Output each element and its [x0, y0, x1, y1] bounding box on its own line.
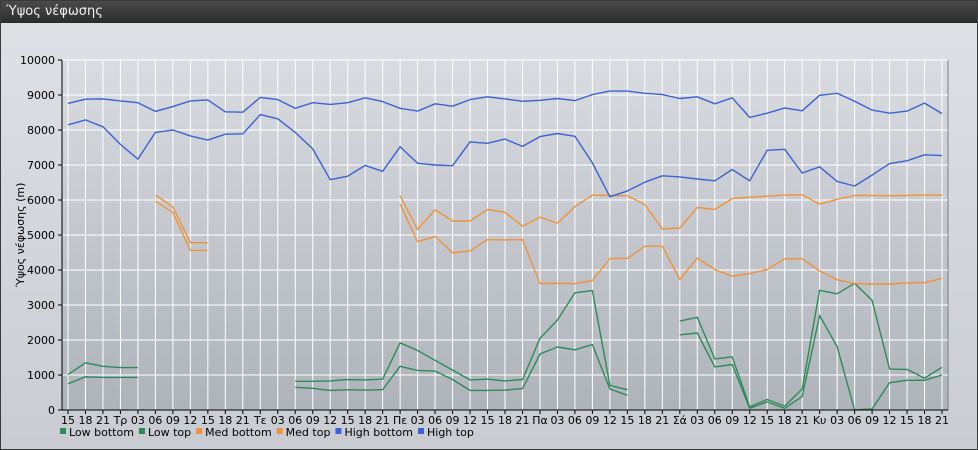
- series-line-low-top: [67, 282, 943, 408]
- x-tick-label: 06: [848, 414, 862, 427]
- x-tick-label: 15: [201, 414, 215, 427]
- x-tick-label: 21: [236, 414, 250, 427]
- x-tick-label: 12: [603, 414, 617, 427]
- series-line-high-top: [67, 90, 943, 119]
- x-tick-label: 06: [148, 414, 162, 427]
- x-tick-label: 03: [550, 414, 564, 427]
- x-tick-label: 18: [498, 414, 512, 427]
- x-tick-label: 03: [131, 414, 145, 427]
- x-tick-label: Τε: [253, 414, 267, 427]
- x-tick-label: 18: [918, 414, 932, 427]
- x-tick-label: 12: [463, 414, 477, 427]
- x-tick-label: 18: [638, 414, 652, 427]
- legend-label-low-top: Low top: [148, 426, 191, 439]
- x-tick-label: 15: [341, 414, 355, 427]
- legend-label-med-top: Med top: [286, 426, 331, 439]
- x-tick-label: 06: [568, 414, 582, 427]
- x-tick-label: 12: [183, 414, 197, 427]
- y-axis-label: Ύψος νέφωσης (m): [14, 183, 27, 289]
- x-tick-label: 15: [900, 414, 914, 427]
- x-tick-label: 21: [935, 414, 949, 427]
- x-axis-ticks: 15 18 21 Τρ 03 06 09 12 15 18 21 Τε 03 06 09 12 15 18 21 Πε…: [61, 410, 949, 427]
- x-tick-label: 09: [446, 414, 460, 427]
- x-tick-label: 06: [288, 414, 302, 427]
- x-tick-label: 12: [323, 414, 337, 427]
- y-tick-label: 3000: [27, 299, 55, 312]
- legend-swatch-high-top: [418, 428, 424, 434]
- x-tick-label: 21: [655, 414, 669, 427]
- legend: Low bottom Low top Med bottom Med top High b…: [60, 426, 474, 439]
- y-tick-label: 10000: [20, 54, 55, 67]
- x-tick-label: 21: [96, 414, 110, 427]
- x-tick-label: 21: [376, 414, 390, 427]
- legend-label-high-top: High top: [427, 426, 474, 439]
- x-tick-label: 03: [271, 414, 285, 427]
- x-tick-label: 18: [778, 414, 792, 427]
- x-tick-label: 03: [690, 414, 704, 427]
- legend-label-low-bottom: Low bottom: [69, 426, 134, 439]
- x-tick-label: 15: [620, 414, 634, 427]
- x-tick-label: 15: [481, 414, 495, 427]
- y-tick-label: 7000: [27, 159, 55, 172]
- x-tick-label: 09: [306, 414, 320, 427]
- y-tick-label: 9000: [27, 89, 55, 102]
- legend-label-med-bottom: Med bottom: [205, 426, 272, 439]
- series-line-low-bottom: [67, 314, 943, 411]
- x-tick-label: 18: [78, 414, 92, 427]
- x-tick-label: 12: [743, 414, 757, 427]
- legend-swatch-low-top: [138, 428, 145, 434]
- series-lines: [67, 90, 943, 411]
- x-tick-label: 09: [166, 414, 180, 427]
- x-tick-label: 18: [218, 414, 232, 427]
- x-tick-label: Σά: [673, 414, 687, 427]
- x-tick-label: 15: [760, 414, 774, 427]
- series-line-med-top: [155, 194, 942, 244]
- y-axis-ticks: 0 1000 2000 3000 4000 5000 6000 7000 8000 9000 100…: [20, 54, 62, 417]
- x-tick-label: 03: [411, 414, 425, 427]
- x-tick-label: 21: [795, 414, 809, 427]
- x-tick-label: 06: [708, 414, 722, 427]
- x-tick-label: 09: [865, 414, 879, 427]
- legend-swatch-med-top: [276, 428, 283, 434]
- x-tick-label: 06: [428, 414, 442, 427]
- y-tick-label: 6000: [27, 194, 55, 207]
- x-tick-label: 18: [358, 414, 372, 427]
- series-line-high-bottom: [67, 113, 943, 198]
- y-tick-label: 8000: [27, 124, 55, 137]
- window-title: Ύψος νέφωσης: [1, 1, 977, 23]
- x-tick-label: Τρ: [113, 414, 128, 427]
- legend-swatch-high-bottom: [335, 428, 342, 434]
- x-tick-label: 09: [585, 414, 599, 427]
- series-line-med-bottom: [155, 200, 943, 285]
- x-tick-label: 12: [883, 414, 897, 427]
- x-tick-label: 03: [830, 414, 844, 427]
- x-tick-label: 21: [515, 414, 529, 427]
- legend-swatch-low-bottom: [60, 428, 66, 434]
- y-tick-label: 0: [48, 404, 55, 417]
- y-tick-label: 4000: [27, 264, 55, 277]
- x-tick-label: Κυ: [813, 414, 827, 427]
- y-tick-label: 5000: [27, 229, 55, 242]
- legend-swatch-med-bottom: [196, 428, 203, 434]
- x-tick-label: 15: [61, 414, 75, 427]
- x-tick-label: Πα: [532, 414, 548, 427]
- y-tick-label: 1000: [27, 369, 55, 382]
- x-tick-label: 09: [725, 414, 739, 427]
- legend-label-high-bottom: High bottom: [344, 426, 413, 439]
- x-tick-label: Πε: [393, 414, 407, 427]
- y-tick-label: 2000: [27, 334, 55, 347]
